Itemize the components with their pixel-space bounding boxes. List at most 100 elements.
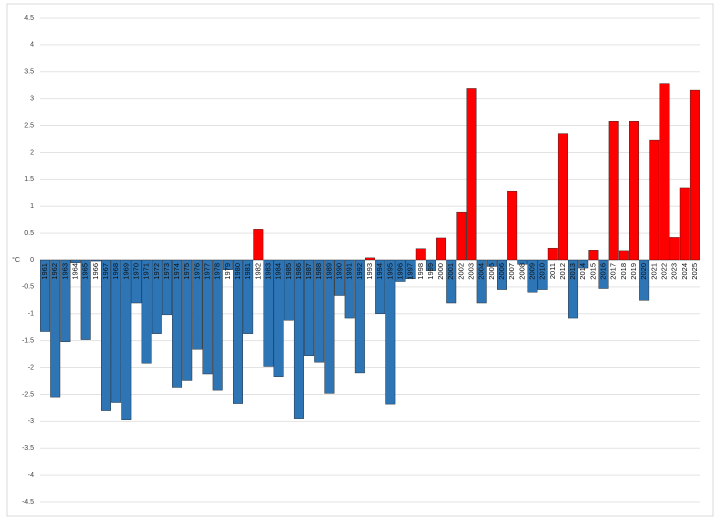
chart-frame (6, 3, 714, 517)
bar (192, 259, 203, 350)
y-tick-label: -1 (28, 311, 34, 318)
x-tick-label: 1984 (274, 263, 283, 280)
bar (415, 248, 426, 261)
bar (314, 259, 325, 363)
x-tick-label: 1973 (162, 263, 171, 280)
bar (354, 259, 365, 374)
x-tick-label: 1967 (101, 263, 110, 280)
x-tick-label: 1990 (335, 263, 344, 280)
x-tick-label: 2021 (649, 263, 658, 280)
y-tick-label: 0 (30, 257, 34, 264)
y-tick-label: 4.5 (24, 15, 34, 22)
y-tick-label: 4 (30, 42, 34, 49)
bar (212, 259, 223, 391)
x-tick-label: 1987 (304, 263, 313, 280)
y-tick-label: 2.5 (24, 122, 34, 129)
bar (598, 259, 609, 289)
x-tick-label: 2017 (609, 263, 618, 280)
bar (111, 259, 122, 403)
bar (629, 121, 639, 261)
x-tick-label: 2016 (599, 263, 608, 280)
x-tick-label: 2015 (588, 263, 597, 280)
bar (90, 259, 101, 262)
y-tick-label: -0.5 (22, 284, 34, 291)
x-tick-label: 2004 (477, 263, 486, 280)
bar (588, 250, 599, 261)
bar (436, 237, 447, 261)
bar (101, 259, 111, 411)
bar (639, 259, 650, 301)
x-tick-label: 1981 (243, 263, 252, 280)
x-tick-label: 1988 (314, 263, 323, 280)
x-tick-label: 1994 (375, 263, 384, 280)
x-tick-label: 1970 (131, 263, 140, 280)
x-tick-label: 2003 (467, 263, 476, 280)
y-tick-label: -4.5 (22, 499, 34, 506)
bar (395, 259, 406, 282)
bar (121, 259, 132, 420)
bar (70, 259, 81, 263)
bar (659, 83, 670, 261)
bar (669, 237, 680, 261)
x-tick-label: 1974 (172, 263, 181, 280)
bar (679, 187, 690, 261)
x-tick-label: 2025 (690, 263, 699, 280)
bar (304, 259, 315, 356)
y-tick-label: 1.5 (24, 176, 34, 183)
x-tick-label: 2000 (436, 263, 445, 280)
x-tick-label: 1986 (294, 263, 303, 280)
x-tick-label: 2019 (629, 263, 638, 280)
y-tick-label: 3.5 (24, 69, 34, 76)
x-tick-label: 2007 (507, 263, 516, 280)
bar (497, 259, 507, 290)
bar (131, 259, 142, 304)
bar (334, 259, 345, 296)
x-tick-label: 2023 (670, 263, 679, 280)
x-tick-label: 2013 (568, 263, 577, 280)
bar (578, 259, 589, 269)
bar (40, 259, 51, 332)
y-tick-label: -3 (28, 418, 34, 425)
bar (405, 259, 416, 280)
x-tick-label: 2014 (578, 263, 587, 280)
y-tick-label: 1 (30, 203, 34, 210)
bar (283, 259, 294, 321)
bar (476, 259, 487, 304)
x-tick-label: 1998 (416, 263, 425, 280)
y-tick-label: 0.5 (24, 230, 34, 237)
x-tick-label: 1995 (385, 263, 394, 280)
bar (507, 190, 518, 261)
bar (446, 259, 457, 304)
bar (263, 259, 274, 367)
bar (60, 259, 71, 342)
x-tick-label: 1971 (142, 263, 151, 280)
bar (517, 259, 528, 265)
x-tick-label: 2024 (680, 263, 689, 280)
bar (293, 259, 304, 419)
bar (385, 259, 396, 405)
x-tick-label: 1972 (152, 263, 161, 280)
bar (537, 259, 548, 290)
bar (344, 259, 355, 319)
x-tick-label: 2020 (639, 263, 648, 280)
x-tick-label: 1999 (426, 263, 435, 280)
y-tick-label: -3.5 (22, 445, 34, 452)
y-axis-label: °C (12, 256, 20, 264)
bar (243, 259, 254, 334)
bar (161, 259, 172, 316)
x-tick-label: 2011 (548, 263, 557, 279)
x-tick-label: 2009 (527, 263, 536, 280)
x-tick-label: 1978 (213, 263, 222, 280)
bar (50, 259, 61, 398)
bar (172, 259, 183, 388)
bar (618, 250, 629, 261)
x-tick-label: 1976 (192, 263, 201, 280)
x-tick-label: 2002 (456, 263, 465, 280)
bar (365, 257, 375, 261)
bar (608, 121, 619, 261)
x-tick-label: 2005 (487, 263, 496, 280)
bar (202, 259, 213, 375)
bar (527, 259, 538, 293)
bar (689, 89, 700, 261)
